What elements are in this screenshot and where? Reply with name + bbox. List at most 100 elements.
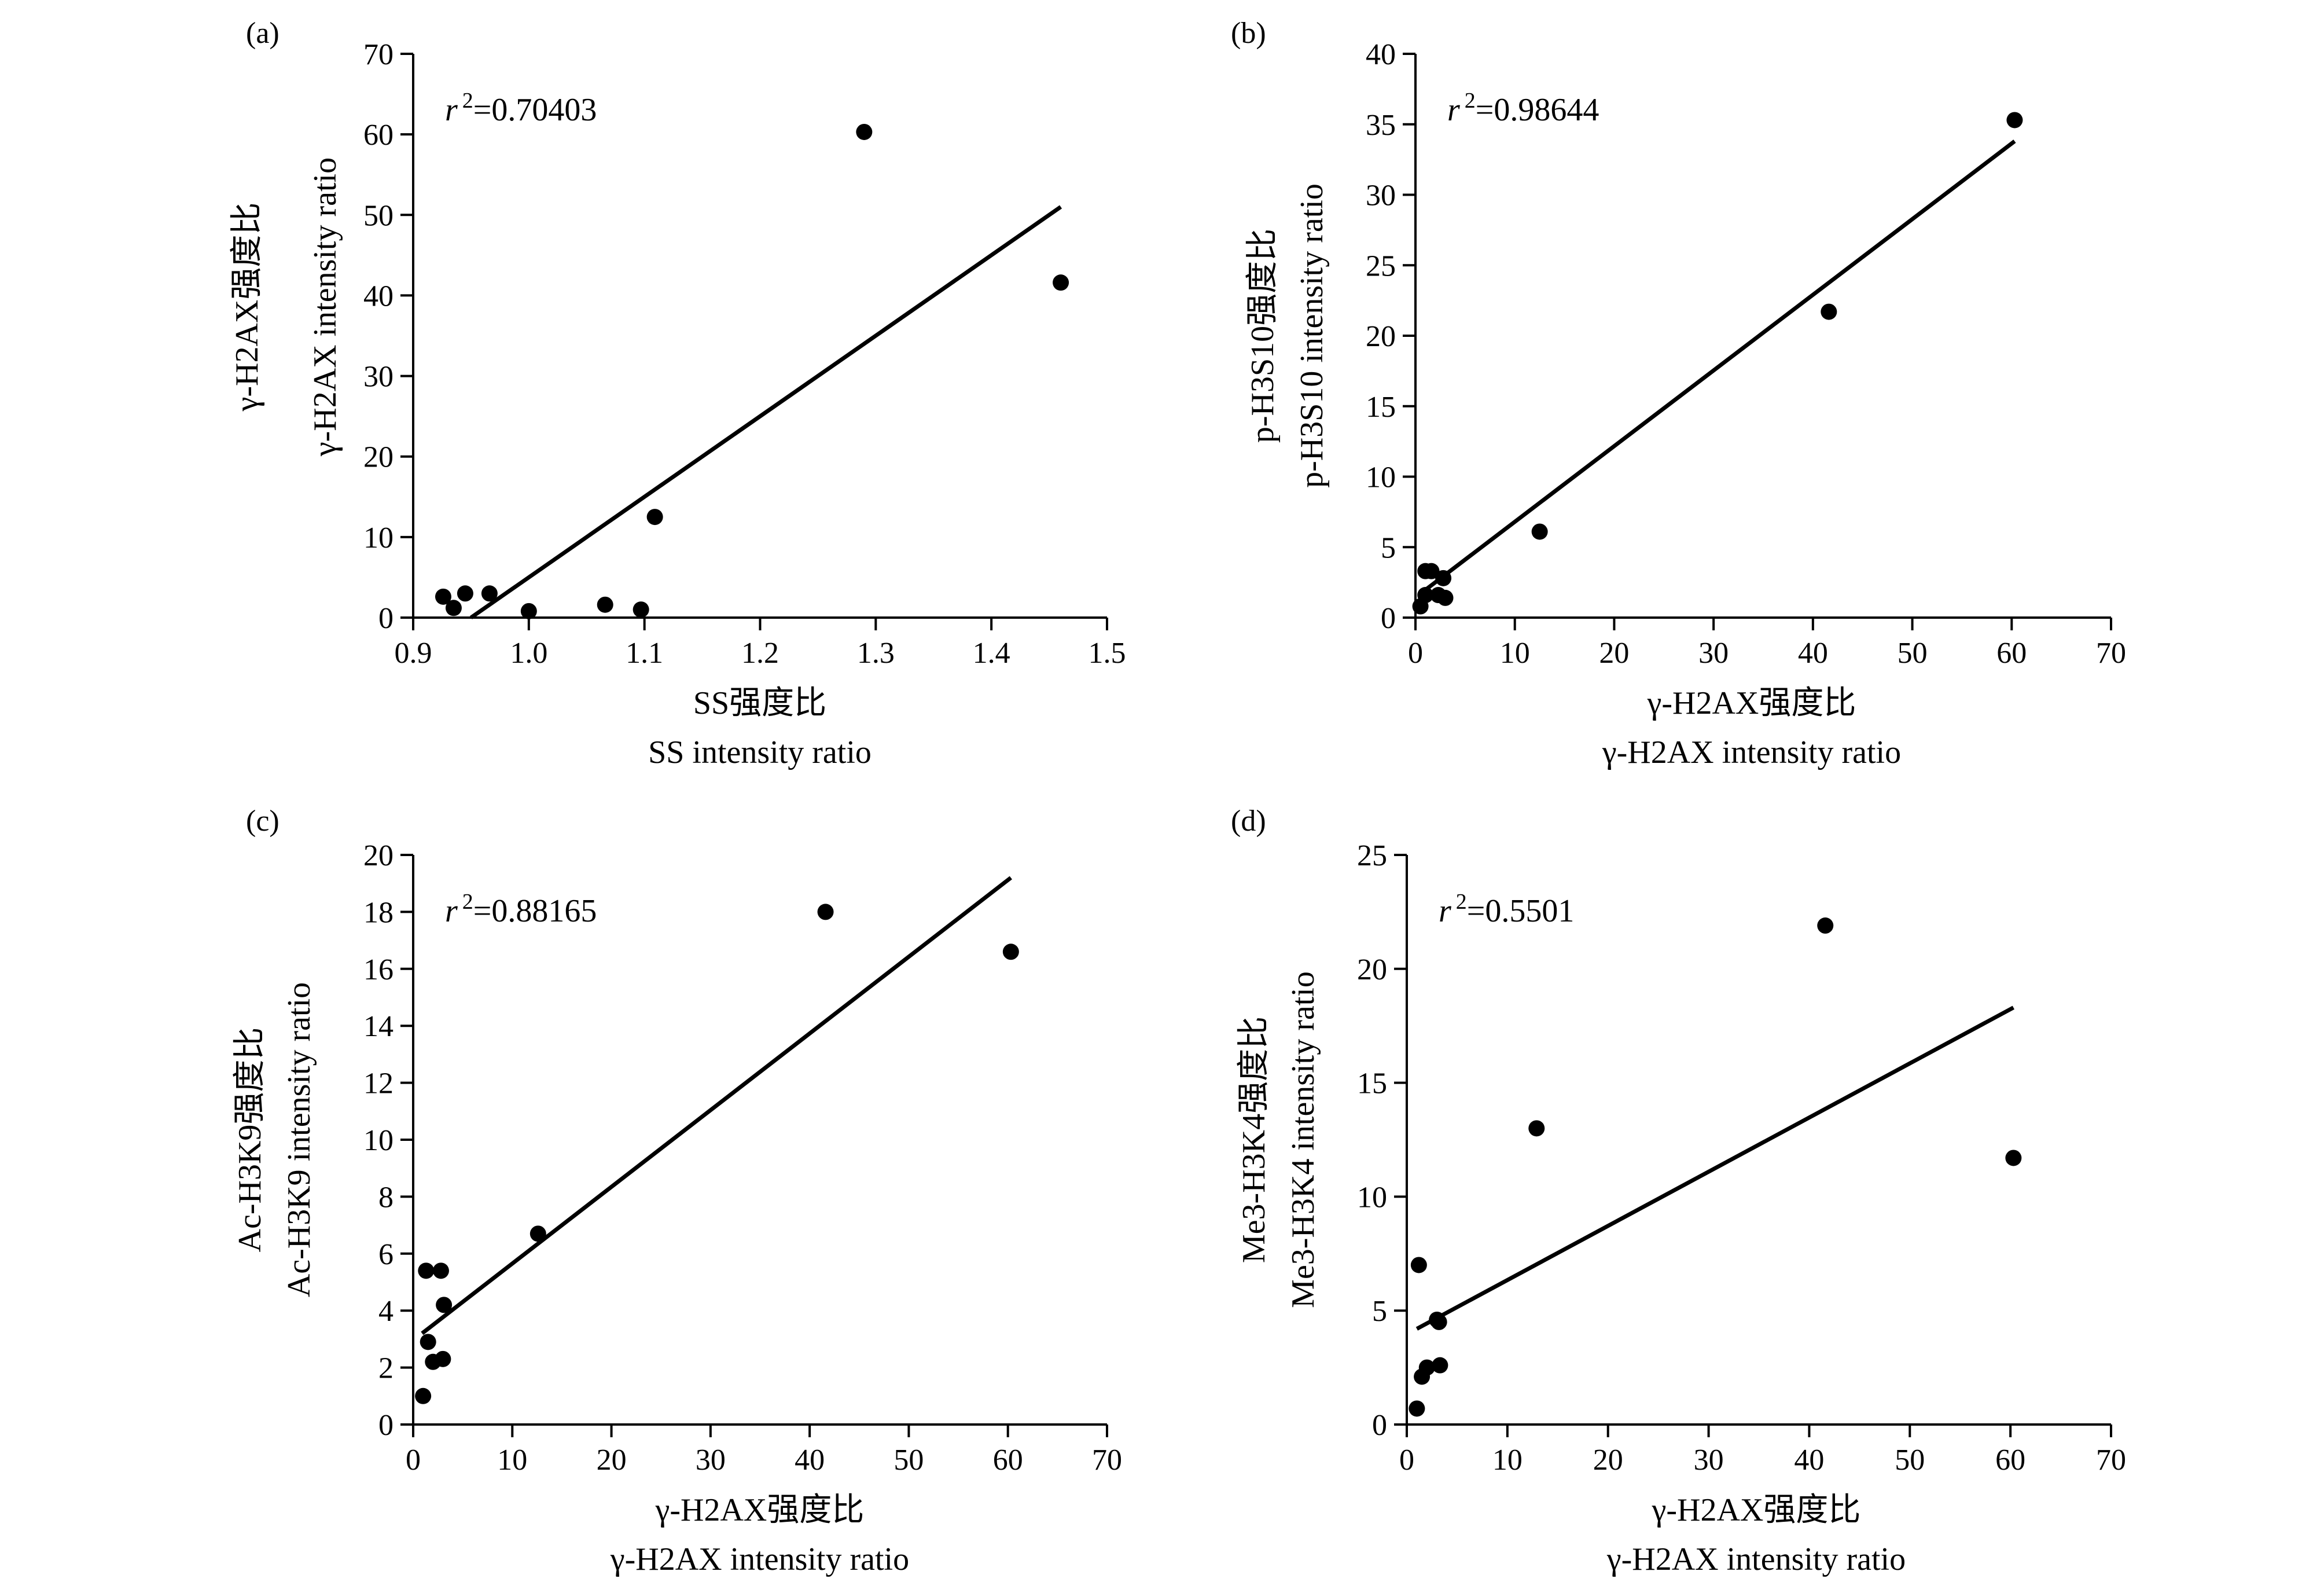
x-tick-label: 10 [1492, 1444, 1523, 1477]
data-point [432, 1262, 449, 1279]
y-tick-label: 30 [1366, 179, 1396, 212]
x-tick-label: 1.3 [857, 637, 895, 670]
y-axis-title-en: γ-H2AX intensity ratio [307, 157, 343, 457]
x-tick-label: 1.2 [741, 637, 779, 670]
r-value: =0.70403 [473, 92, 597, 128]
data-point [597, 596, 613, 613]
data-point [457, 585, 473, 602]
y-tick-label: 10 [1357, 1181, 1387, 1214]
x-tick-label: 10 [1500, 637, 1530, 670]
x-tick-label: 20 [1593, 1444, 1623, 1477]
y-axis-title-zh: Ac-H3K9强度比 [232, 1027, 268, 1253]
data-point [1435, 570, 1452, 586]
r-squared-annotation: r 2=0.88165 [445, 890, 597, 929]
y-tick-label: 15 [1366, 391, 1396, 424]
r-superscript: 2 [462, 89, 473, 113]
y-tick-label: 30 [363, 361, 394, 394]
y-axis-title-en: Me3-H3K4 intensity ratio [1285, 971, 1321, 1308]
data-point [1410, 1257, 1427, 1273]
y-tick-label: 20 [363, 441, 394, 474]
regression-line [469, 205, 1062, 619]
y-tick-label: 35 [1366, 109, 1396, 142]
y-tick-label: 40 [1366, 38, 1396, 71]
x-tick-label: 70 [1092, 1444, 1122, 1477]
y-tick-label: 15 [1357, 1067, 1387, 1100]
data-point [1002, 943, 1019, 960]
x-tick-label: 60 [1995, 1444, 2025, 1477]
y-axis-title-zh: Me3-H3K4强度比 [1236, 1016, 1272, 1263]
data-point [1432, 1357, 1448, 1374]
regression-line [1419, 139, 2016, 596]
x-tick-label: 1.1 [626, 637, 663, 670]
y-tick-label: 60 [363, 119, 394, 152]
r-squared-annotation: r 2=0.5501 [1439, 890, 1574, 929]
data-point [1821, 303, 1837, 320]
y-tick-label: 0 [378, 1409, 394, 1442]
data-point [436, 1297, 453, 1313]
y-tick-label: 0 [378, 602, 394, 635]
r-symbol: r [1447, 92, 1460, 128]
y-tick-label: 10 [363, 522, 394, 555]
y-axis-title-zh: γ-H2AX强度比 [229, 203, 265, 412]
x-tick-label: 50 [893, 1444, 924, 1477]
y-axis-title-en: Ac-H3K9 intensity ratio [281, 982, 317, 1297]
r-value: =0.98644 [1476, 92, 1599, 128]
x-axis-title-en: γ-H2AX intensity ratio [610, 1541, 909, 1577]
data-point [1431, 1313, 1447, 1330]
data-point [520, 603, 537, 619]
x-tick-label: 20 [1599, 637, 1629, 670]
data-point [1437, 589, 1454, 606]
x-axis-title-en: γ-H2AX intensity ratio [1602, 735, 1901, 770]
data-point [481, 585, 498, 602]
x-tick-label: 20 [597, 1444, 627, 1477]
r-symbol: r [445, 92, 458, 128]
x-tick-label: 60 [1996, 637, 2027, 670]
y-tick-label: 5 [1381, 531, 1396, 564]
y-tick-label: 12 [363, 1067, 394, 1100]
x-tick-label: 40 [795, 1444, 825, 1477]
x-tick-label: 60 [993, 1444, 1023, 1477]
data-point [2006, 112, 2023, 129]
data-point [817, 904, 834, 920]
y-tick-label: 4 [378, 1295, 394, 1328]
y-tick-label: 10 [1366, 461, 1396, 494]
r-symbol: r [1439, 893, 1451, 929]
x-axis-title-zh: γ-H2AX强度比 [1647, 685, 1856, 721]
r-superscript: 2 [1465, 89, 1476, 113]
panel-label: (c) [246, 805, 280, 838]
data-point [420, 1334, 436, 1350]
y-tick-label: 16 [363, 953, 394, 986]
x-tick-label: 1.4 [973, 637, 1010, 670]
x-tick-label: 40 [1798, 637, 1828, 670]
panel-label: (a) [246, 17, 280, 50]
y-tick-label: 8 [378, 1181, 394, 1214]
y-tick-label: 70 [363, 38, 394, 71]
x-tick-label: 70 [2096, 1444, 2126, 1477]
data-point [2005, 1150, 2022, 1166]
y-tick-label: 25 [1357, 839, 1387, 872]
y-tick-label: 20 [363, 839, 394, 872]
data-point [1417, 587, 1434, 604]
regression-line [421, 876, 1012, 1335]
x-tick-label: 70 [2096, 637, 2126, 670]
y-tick-label: 20 [1357, 953, 1387, 986]
y-tick-label: 6 [378, 1238, 394, 1271]
x-axis-title-en: SS intensity ratio [648, 735, 872, 770]
x-axis-title-zh: SS强度比 [693, 685, 826, 721]
r-squared-annotation: r 2=0.70403 [445, 89, 597, 128]
r-superscript: 2 [1456, 890, 1467, 914]
data-point [418, 1262, 435, 1279]
r-value: =0.88165 [473, 893, 597, 929]
x-axis-title-zh: γ-H2AX强度比 [655, 1492, 865, 1528]
data-point [1817, 917, 1834, 934]
panel-0: (a) 0.9 1.0 1.1 1.2 1.3 1.4 1.5 0 10 20 30 40 50 60 70 S… [229, 17, 1126, 770]
data-point [529, 1225, 546, 1242]
x-axis-title-en: γ-H2AX intensity ratio [1606, 1541, 1906, 1577]
panel-2: (c) 0 10 20 30 40 50 60 70 0 2 4 6 8 10 12 14 16 18 20 γ-H2A… [232, 805, 1122, 1577]
r-value: =0.5501 [1467, 893, 1575, 929]
regression-line [1415, 1005, 2015, 1331]
data-point [1531, 523, 1548, 540]
panel-label: (d) [1231, 805, 1266, 838]
x-tick-label: 0 [1399, 1444, 1414, 1477]
